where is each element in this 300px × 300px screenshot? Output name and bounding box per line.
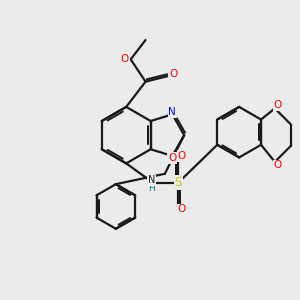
Text: O: O xyxy=(168,153,176,163)
Text: O: O xyxy=(178,204,186,214)
Text: O: O xyxy=(178,151,186,161)
Text: S: S xyxy=(175,176,182,189)
Text: O: O xyxy=(121,54,129,64)
Text: H: H xyxy=(148,184,155,193)
Text: O: O xyxy=(274,100,282,110)
Text: O: O xyxy=(169,69,177,79)
Text: N: N xyxy=(168,107,176,117)
Text: N: N xyxy=(148,175,155,185)
Text: O: O xyxy=(274,160,282,170)
